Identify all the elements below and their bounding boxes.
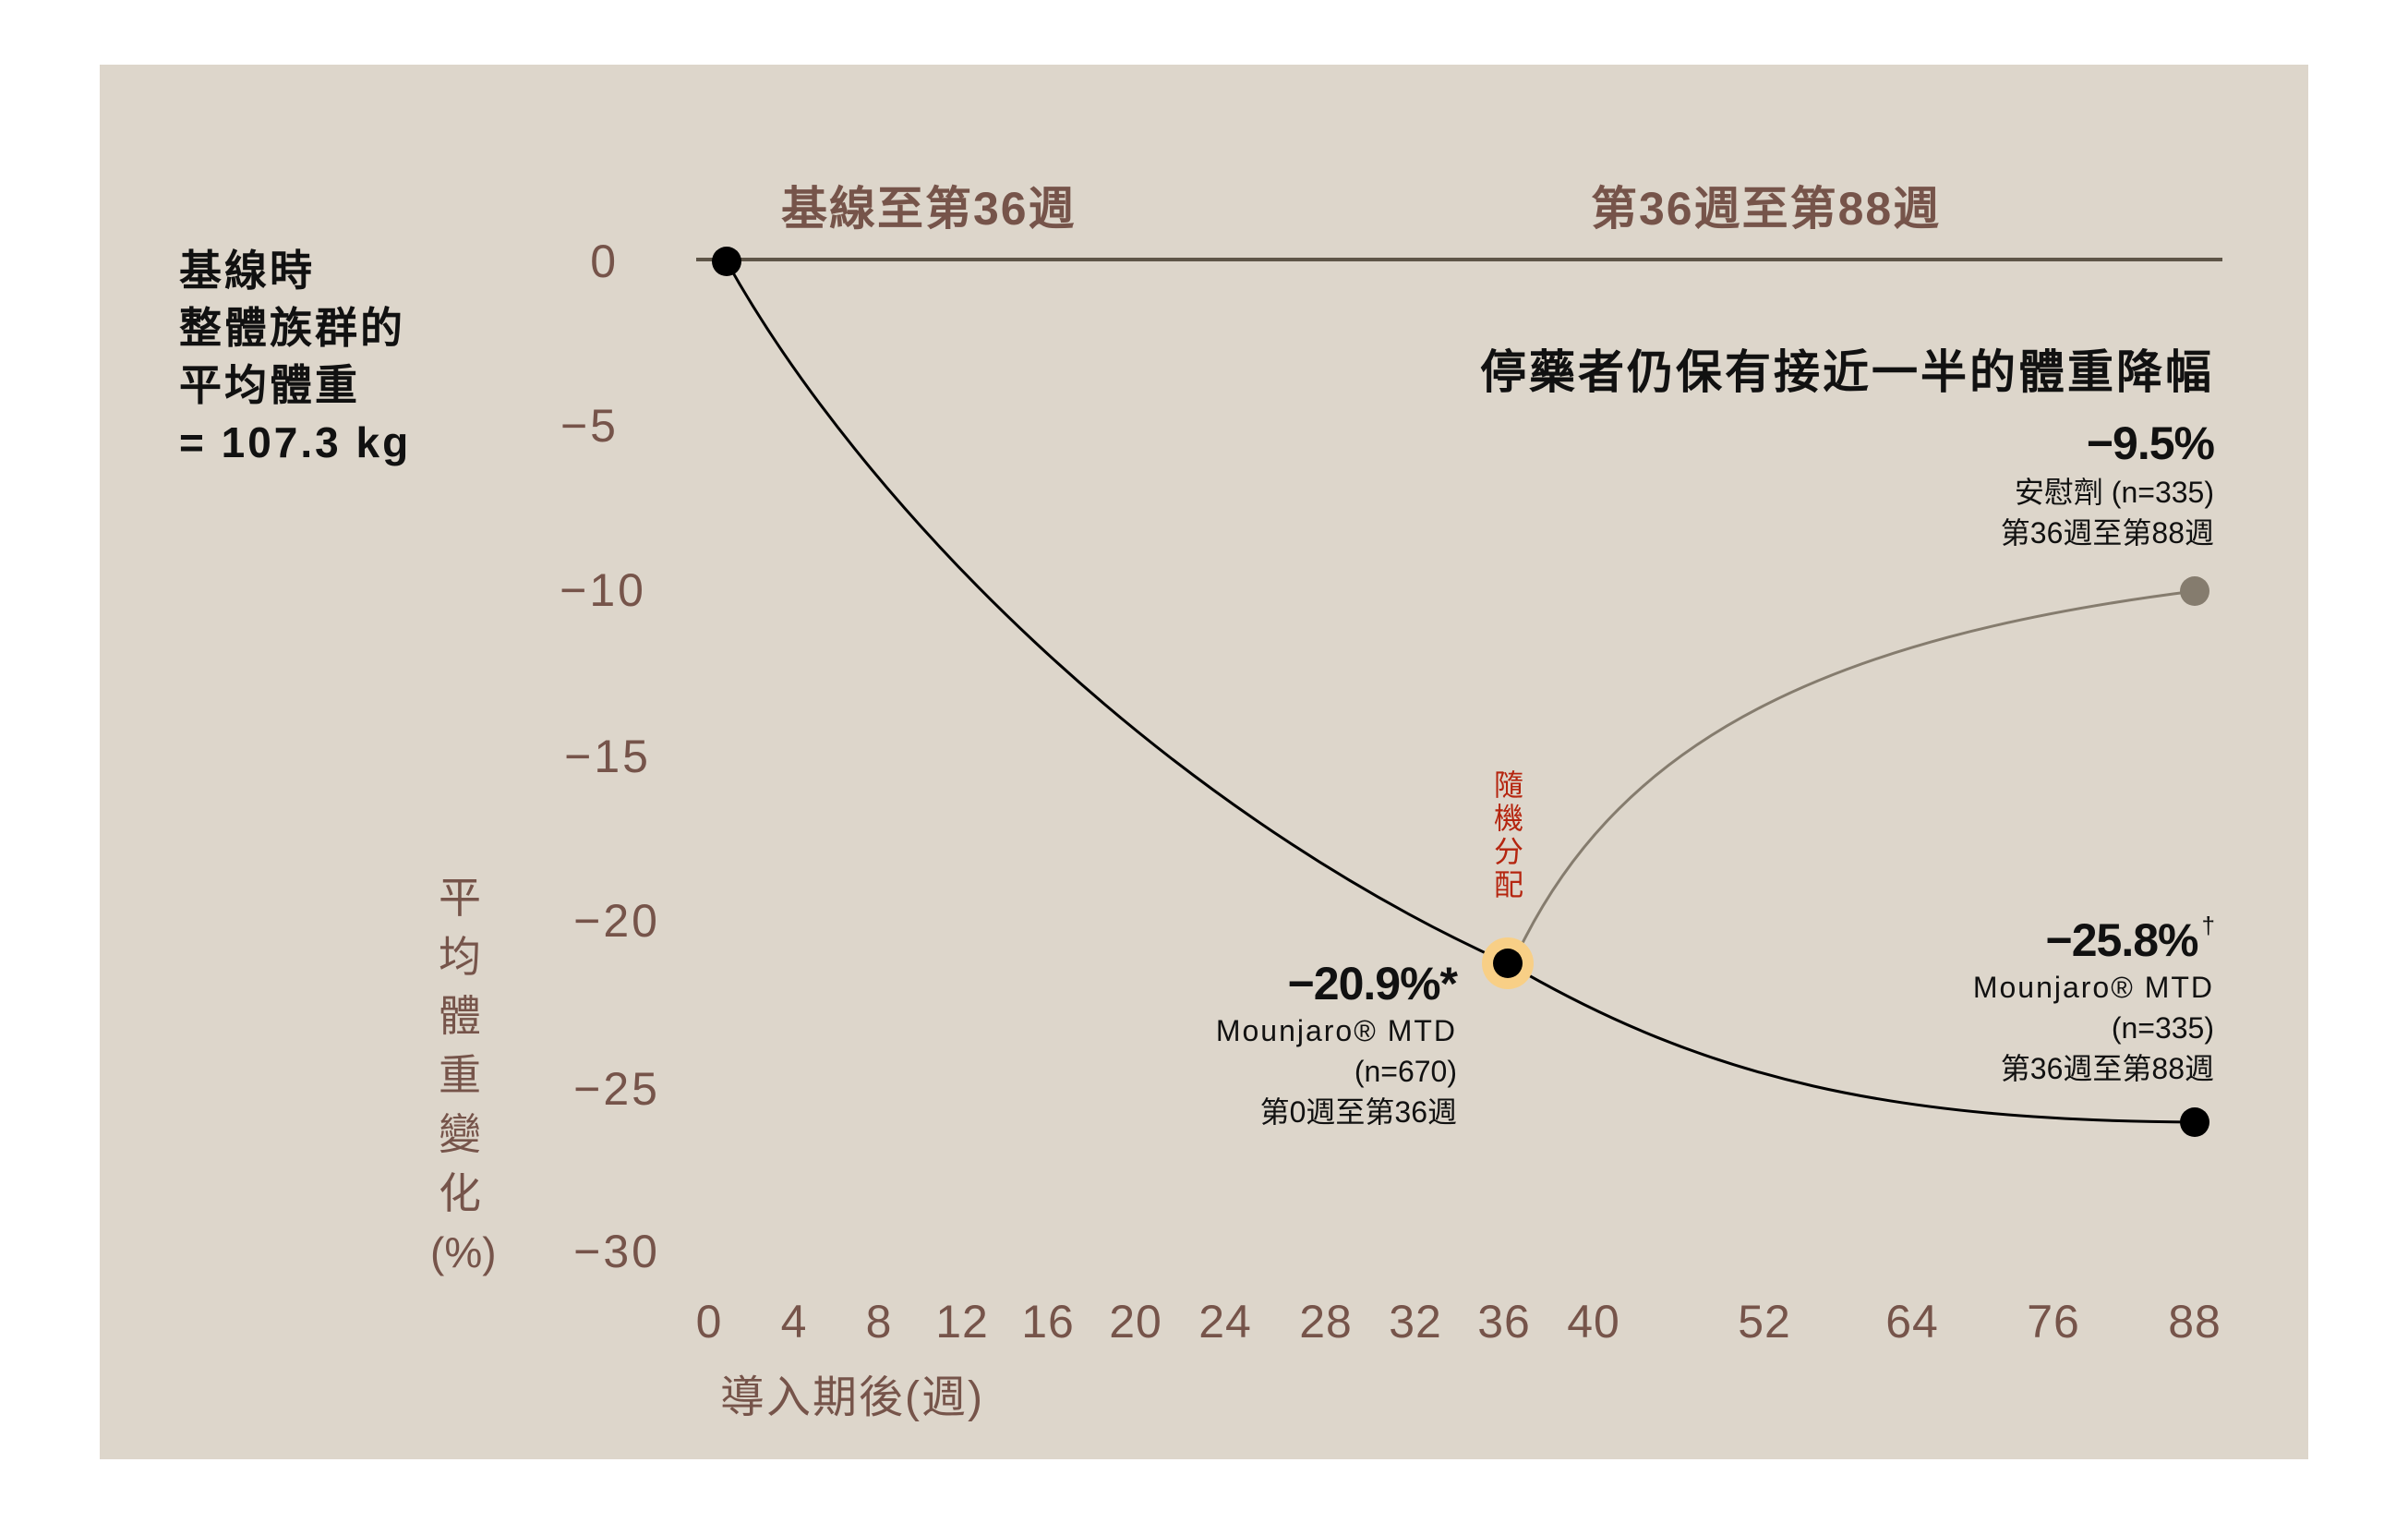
x-tick: 28 (1299, 1296, 1353, 1348)
randomization-char: 配 (1493, 868, 1523, 901)
y-tick: −10 (560, 564, 646, 616)
placebo-period: 第36週至第88週 (2000, 516, 2214, 550)
y-label-char: 變 (439, 1110, 481, 1158)
baseline-note-line1: 基線時 (179, 247, 315, 295)
treatment-curve-phase1 (725, 260, 1509, 965)
randomization-label: 隨 機 分 配 (1493, 768, 1524, 901)
x-tick: 76 (2027, 1296, 2080, 1348)
baseline-note-line4: = 107.3 kg (179, 418, 412, 466)
week36-period: 第0週至第36週 (1259, 1095, 1457, 1129)
mounjaro-n: (n=335) (2111, 1011, 2214, 1045)
y-label-char: 體 (439, 992, 481, 1040)
phase2-label: 第36週至第88週 (1591, 183, 1942, 235)
week36-value: −20.9%* (1287, 958, 1458, 1009)
y-tick: −15 (564, 731, 651, 782)
phase1-label: 基線至第36週 (781, 183, 1077, 235)
mounjaro-value-row: −25.8% † (1973, 913, 2215, 966)
randomization-char: 分 (1493, 835, 1523, 868)
y-tick: 0 (590, 236, 619, 287)
placebo-annotation: −9.5% 安慰劑 (n=335) 第36週至第88週 (2000, 417, 2215, 550)
mounjaro-value: −25.8% (2045, 914, 2199, 966)
week36-drug: Mounjaro® MTD (1215, 1014, 1457, 1047)
placebo-group: 安慰劑 (n=335) (2014, 476, 2214, 509)
x-tick: 24 (1198, 1296, 1252, 1348)
baseline-note-line2: 整體族群的 (179, 304, 405, 352)
x-tick: 52 (1738, 1296, 1791, 1348)
baseline-note-line3: 平均體重 (179, 361, 360, 409)
mounjaro-period: 第36週至第88週 (2000, 1052, 2214, 1085)
x-tick: 16 (1021, 1296, 1075, 1348)
dagger-mark: † (2201, 912, 2216, 939)
x-tick: 4 (780, 1296, 808, 1348)
placebo-value: −9.5% (2086, 417, 2215, 469)
y-axis-label: 平 均 體 重 變 化 (%) (430, 868, 497, 1282)
y-label-char: 均 (439, 933, 481, 981)
randomization-char: 隨 (1493, 768, 1523, 802)
x-tick: 64 (1885, 1296, 1939, 1348)
y-tick: −25 (573, 1063, 660, 1115)
week36-annotation: −20.9%* Mounjaro® MTD (n=670) 第0週至第36週 (1215, 958, 1458, 1129)
x-tick: 36 (1477, 1296, 1531, 1348)
mounjaro-drug: Mounjaro® MTD (1972, 971, 2214, 1004)
chart-headline: 停藥者仍保有接近一半的體重降幅 (1480, 346, 2214, 398)
x-tick: 88 (2168, 1296, 2221, 1348)
week36-point (1493, 949, 1523, 978)
x-tick: 8 (865, 1296, 893, 1348)
y-tick: −30 (573, 1226, 660, 1277)
treatment-curve-phase2 (1507, 961, 2196, 1124)
y-label-char: 平 (439, 874, 481, 922)
x-tick: 40 (1567, 1296, 1620, 1348)
y-tick: −20 (573, 895, 660, 947)
placebo-endpoint (2180, 576, 2209, 606)
x-axis-label: 導入期後(週) (720, 1373, 984, 1422)
mounjaro-endpoint (2180, 1107, 2209, 1137)
y-label-char: 重 (439, 1051, 481, 1099)
x-tick: 20 (1109, 1296, 1162, 1348)
y-tick: −5 (560, 400, 619, 452)
x-tick: 0 (695, 1296, 723, 1348)
chart-panel (100, 65, 2308, 1459)
start-point (712, 247, 741, 276)
mounjaro-annotation: −25.8% † Mounjaro® MTD (n=335) 第36週至第88週 (1972, 913, 2215, 1085)
baseline-weight-note: 基線時 整體族群的 平均體重 = 107.3 kg (179, 242, 411, 471)
week36-n: (n=670) (1354, 1055, 1457, 1088)
x-tick: 32 (1389, 1296, 1442, 1348)
y-label-char: (%) (430, 1228, 497, 1276)
y-label-char: 化 (439, 1169, 481, 1217)
placebo-curve (1521, 589, 2196, 944)
x-tick: 12 (935, 1296, 989, 1348)
randomization-char: 機 (1493, 802, 1523, 835)
